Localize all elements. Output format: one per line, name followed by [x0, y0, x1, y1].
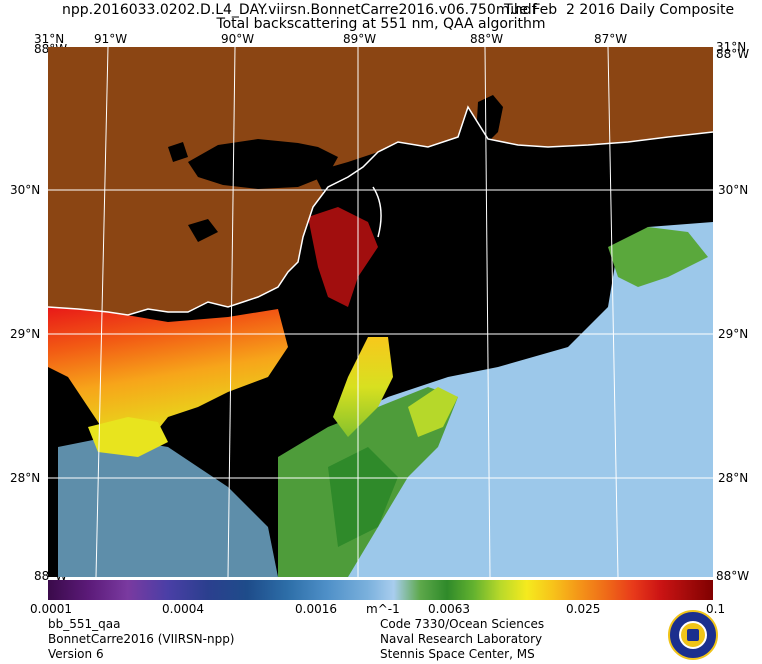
- colorbar-label: 0.025: [566, 602, 601, 616]
- file-name: npp.2016033.0202.D.L4_DAY.viirsn.BonnetC…: [62, 2, 537, 18]
- small-lake-2: [188, 219, 218, 242]
- lon-label: 88°W: [470, 32, 504, 46]
- footer-right: Code 7330/Ocean Sciences Naval Research …: [380, 617, 544, 662]
- org-location: Stennis Space Center, MS: [380, 647, 535, 661]
- colorbar-label: 0.1: [706, 602, 726, 616]
- satellite-map: [48, 47, 713, 577]
- corner-lon-top-right: 88°W: [716, 47, 750, 61]
- west-plume-yellow: [88, 417, 168, 457]
- footer-left: bb_551_qaa BonnetCarre2016 (VIIRSN-npp) …: [48, 617, 235, 662]
- lat-label: 30°N: [718, 183, 749, 197]
- lat-label: 28°N: [718, 471, 749, 485]
- product-code: bb_551_qaa: [48, 617, 121, 631]
- lon-label: 91°W: [94, 32, 128, 46]
- lon-label: 89°W: [343, 32, 377, 46]
- lake-pontchartrain: [188, 139, 338, 189]
- southwest-blue-patches: [58, 437, 278, 577]
- corner-lon-bottom-right: 88°W: [716, 569, 750, 583]
- nrl-seal-icon: [668, 610, 718, 660]
- colorbar-label: 0.0001: [30, 602, 72, 616]
- lon-label: 87°W: [594, 32, 628, 46]
- river-mouth-sediment: [308, 207, 378, 307]
- barrier-island-arc: [372, 186, 382, 238]
- lat-label: 30°N: [10, 183, 41, 197]
- land-mass: [48, 47, 713, 315]
- colorbar-label: 0.0016: [295, 602, 337, 616]
- org-name: Naval Research Laboratory: [380, 632, 543, 646]
- east-plume: [333, 337, 393, 437]
- colorbar-label: 0.0063: [428, 602, 470, 616]
- map-drawing: [48, 47, 713, 577]
- lat-label: 29°N: [718, 327, 749, 341]
- colorbar-label: 0.0004: [162, 602, 204, 616]
- lon-label: 90°W: [221, 32, 255, 46]
- coastline: [48, 105, 713, 316]
- offshore-low-backscatter: [348, 222, 713, 577]
- lat-label: 29°N: [10, 327, 41, 341]
- lat-label: 28°N: [10, 471, 41, 485]
- small-lake: [168, 142, 188, 162]
- composite-date: Tue Feb 2 2016 Daily Composite: [504, 2, 735, 18]
- patch-dark-green: [328, 447, 398, 547]
- west-plume: [48, 307, 288, 442]
- offshore-green-band: [608, 227, 708, 287]
- east-plume-tail: [408, 387, 458, 437]
- colorbar: [48, 580, 713, 600]
- product-description: Total backscattering at 551 nm, QAA algo…: [216, 16, 546, 32]
- corner-lat-top-right: 31°N: [716, 40, 747, 54]
- region-sensor: BonnetCarre2016 (VIIRSN-npp): [48, 632, 235, 646]
- graticule: [48, 47, 713, 577]
- org-code: Code 7330/Ocean Sciences: [380, 617, 545, 631]
- colorbar-units: m^-1: [366, 602, 400, 616]
- corner-lat-top-left: 31°N: [34, 32, 65, 46]
- version: Version 6: [48, 647, 104, 661]
